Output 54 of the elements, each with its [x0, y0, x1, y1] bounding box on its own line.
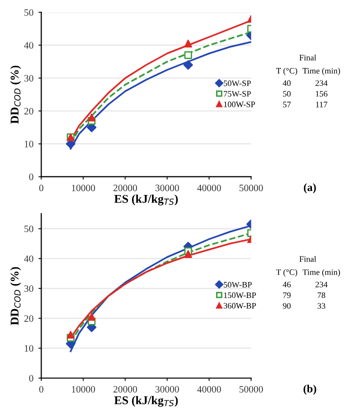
y-tick-label: 0	[29, 174, 34, 180]
y-tick-label: 0	[29, 375, 34, 382]
x-tick-label: 10000	[72, 386, 96, 393]
y-tick-label: 30	[24, 285, 34, 292]
text: Final	[299, 54, 316, 60]
text: Time (min)	[302, 269, 340, 277]
legend-label: 150W-BP	[224, 292, 256, 298]
x-tick-label: 30000	[155, 386, 179, 393]
text: 78	[318, 292, 326, 298]
y-axis-title: DD$_{COD}$ (%)	[10, 267, 21, 326]
y-tick-label: 20	[24, 108, 34, 114]
x-tick-label: 40000	[197, 184, 221, 192]
y-tick-label: 50	[24, 9, 34, 16]
legend-label: 75W-SP	[224, 91, 251, 97]
y-tick-label: 20	[24, 315, 34, 322]
y-tick-label: 40	[24, 255, 34, 262]
x-axis-title: ES (kJ/kg$_{TS}$)	[114, 396, 178, 407]
text: 156	[316, 91, 328, 97]
text: 57	[283, 102, 291, 108]
x-tick-label: 50000	[240, 386, 263, 393]
x-tick-label: 20000	[113, 386, 137, 393]
text: 90	[282, 303, 291, 309]
x-tick-label: 0	[39, 184, 44, 192]
text: 50	[283, 90, 291, 97]
text: 33	[318, 303, 326, 309]
legend-label: 360W-BP	[224, 302, 256, 309]
legend-label: 50W-BP	[224, 282, 252, 288]
legend-label: 50W-SP	[224, 80, 251, 86]
y-tick-label: 30	[24, 75, 34, 82]
text: 46	[282, 282, 291, 288]
text: Time (min)	[302, 68, 340, 76]
x-tick-label: 20000	[113, 184, 137, 192]
y-tick-label: 50	[24, 226, 34, 232]
text: (a)	[304, 183, 316, 194]
text: 234	[316, 282, 328, 288]
text: T (°C)	[276, 68, 298, 76]
y-tick-label: 40	[24, 42, 34, 49]
text: 117	[316, 102, 328, 108]
x-tick-label: 10000	[72, 184, 96, 192]
x-axis-title: ES (kJ/kg$_{TS}$)	[114, 194, 178, 206]
text: (b)	[304, 384, 316, 395]
y-tick-label: 10	[24, 345, 34, 352]
y-tick-label: 10	[24, 140, 34, 148]
y-axis-title: DD$_{COD}$ (%)	[10, 66, 21, 124]
x-tick-label: 30000	[155, 184, 179, 192]
text: 40	[282, 80, 291, 86]
text: 79	[283, 292, 291, 298]
text: T (°C)	[276, 269, 298, 277]
legend-label: 100W-SP	[224, 102, 255, 108]
text: 234	[316, 80, 328, 86]
x-tick-label: 50000	[240, 184, 263, 192]
x-tick-label: 40000	[197, 386, 221, 393]
text: Final	[299, 256, 316, 262]
x-tick-label: 0	[39, 386, 44, 393]
